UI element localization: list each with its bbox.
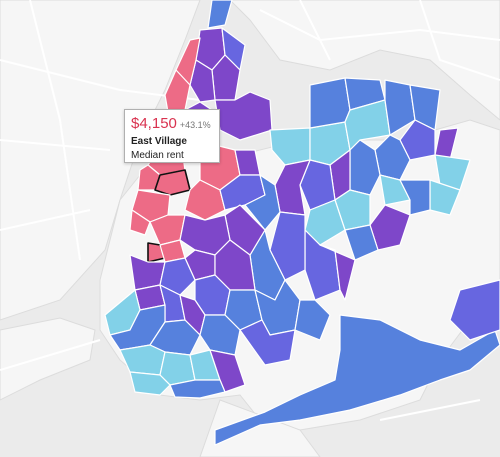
neighborhood-east-village[interactable] [154, 169, 191, 196]
neighborhood-queens-q22[interactable] [304, 199, 346, 246]
neighborhood-queens-q23[interactable] [344, 224, 379, 261]
neighborhood-rockaway-peninsula[interactable] [214, 314, 500, 446]
neighborhood-queens-q9[interactable] [399, 119, 436, 161]
neighborhood-queens-q6[interactable] [384, 79, 416, 136]
neighborhood-brooklyn-b16[interactable] [239, 319, 296, 366]
neighborhood-queens-q15[interactable] [369, 204, 411, 251]
neighborhood-sunnyside[interactable] [234, 149, 261, 176]
neighborhood-bronx-5[interactable] [214, 91, 273, 141]
neighborhood-rockaway-east[interactable] [449, 279, 500, 341]
neighborhood-brooklyn-b7[interactable] [159, 257, 196, 296]
neighborhood-brooklyn-b15[interactable] [294, 299, 331, 341]
neighborhood-queens-q25[interactable] [319, 244, 356, 301]
neighborhood-bronx-north[interactable] [207, 0, 233, 29]
neighborhood-brooklyn-b23[interactable] [209, 349, 246, 393]
neighborhood-brooklyn-b25[interactable] [169, 379, 226, 399]
tooltip-change: +43.1% [179, 120, 211, 130]
neighborhood-financial-district[interactable] [129, 209, 151, 236]
neighborhood-brooklyn-b24[interactable] [129, 371, 171, 396]
neighborhoods [104, 0, 500, 446]
neighborhood-queens-q14[interactable] [399, 179, 431, 216]
neighborhood-queens-q3[interactable] [309, 77, 351, 129]
neighborhood-tooltip: $4,150 +43.1% East Village Median rent [124, 109, 220, 163]
tooltip-metric-label: Median rent [131, 150, 184, 161]
tooltip-price: $4,150 [131, 115, 177, 132]
tooltip-neighborhood-name: East Village [131, 136, 187, 147]
basemap-roads [0, 0, 500, 421]
